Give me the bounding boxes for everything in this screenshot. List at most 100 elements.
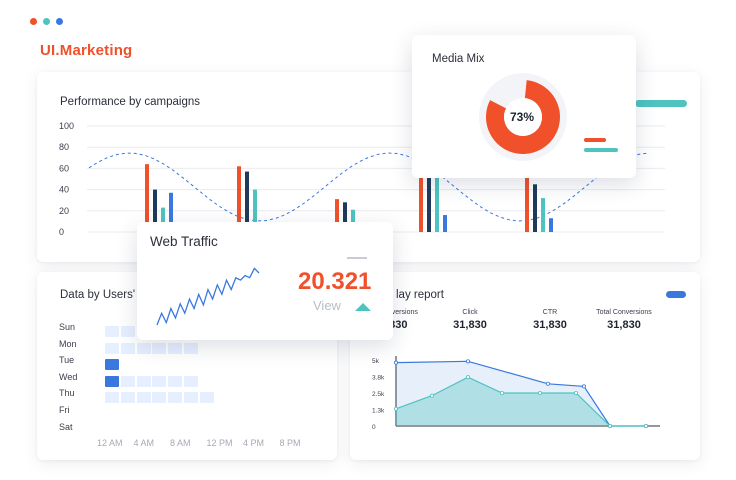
media-donut-chart: 73% xyxy=(479,73,567,161)
heatmap-cell[interactable] xyxy=(136,375,151,387)
legend-line-teal xyxy=(584,148,618,152)
heatmap-cell[interactable] xyxy=(105,326,119,337)
traffic-divider xyxy=(347,257,367,259)
window-dot-blue[interactable] xyxy=(56,18,63,25)
data-point[interactable] xyxy=(643,423,648,428)
sparkline-path xyxy=(156,267,260,326)
heatmap-cell[interactable] xyxy=(120,375,135,387)
data-point[interactable] xyxy=(394,406,399,411)
day-label: Tue xyxy=(59,355,75,366)
media-mix-title: Media Mix xyxy=(432,53,485,65)
metric-label: onversions xyxy=(384,309,418,316)
day-label: Wed xyxy=(59,371,78,382)
display-title: lay report xyxy=(396,289,444,301)
traffic-value: 20.321 xyxy=(298,268,372,295)
bar[interactable] xyxy=(427,171,431,232)
day-label: Thu xyxy=(59,388,75,399)
web-traffic-card[interactable]: Web Traffic 20.321 View xyxy=(137,222,393,340)
heatmap-cell[interactable] xyxy=(152,375,167,387)
bar[interactable] xyxy=(541,198,545,232)
bar[interactable] xyxy=(443,215,447,232)
heatmap-cell[interactable] xyxy=(105,359,119,371)
bar[interactable] xyxy=(549,218,553,232)
teal-series-area xyxy=(396,377,646,426)
donut-percent-label: 73% xyxy=(510,110,534,124)
day-label: Sun xyxy=(59,322,76,332)
users-title: Data by Users' H xyxy=(60,289,147,301)
day-label: Fri xyxy=(59,405,70,415)
bar[interactable] xyxy=(145,164,149,232)
bar[interactable] xyxy=(335,199,339,232)
hour-label: 4 AM xyxy=(133,438,155,448)
heatmap-cell[interactable] xyxy=(120,342,135,354)
bar[interactable] xyxy=(237,166,241,232)
heatmap-cell[interactable] xyxy=(152,392,167,404)
heatmap-cell[interactable] xyxy=(120,326,135,337)
window-dot-teal[interactable] xyxy=(43,18,50,25)
blue-series-area xyxy=(396,361,646,426)
heatmap-cell[interactable] xyxy=(105,392,119,404)
data-point[interactable] xyxy=(607,423,612,428)
data-point[interactable] xyxy=(499,391,504,396)
traffic-sparkline xyxy=(156,267,260,326)
metric-label: CTR xyxy=(542,309,558,316)
legend-line-orange xyxy=(584,138,606,142)
heatmap-cell[interactable] xyxy=(105,342,119,354)
data-point[interactable] xyxy=(573,391,578,396)
heatmap-cell[interactable] xyxy=(184,375,198,387)
heatmap-cell[interactable] xyxy=(136,342,151,354)
bar[interactable] xyxy=(533,184,537,232)
bar[interactable] xyxy=(435,173,439,232)
y-tick-label: 0 xyxy=(372,424,376,431)
display-toggle-pill[interactable] xyxy=(666,291,686,298)
heatmap-cell[interactable] xyxy=(120,392,135,404)
y-tick-label: 20 xyxy=(59,206,69,216)
bar[interactable] xyxy=(419,171,423,232)
heatmap-cell[interactable] xyxy=(168,342,183,354)
heatmap-cell[interactable] xyxy=(168,392,183,404)
y-tick-label: 60 xyxy=(59,163,69,173)
window-controls xyxy=(30,18,63,25)
bar[interactable] xyxy=(525,177,529,232)
hour-label: 8 PM xyxy=(279,438,301,448)
heatmap-cell[interactable] xyxy=(184,342,198,354)
heatmap-cell[interactable] xyxy=(184,392,198,404)
view-link[interactable]: View xyxy=(313,298,341,313)
y-tick-label: 100 xyxy=(59,121,74,131)
donut-slice[interactable] xyxy=(485,80,560,154)
data-point[interactable] xyxy=(430,393,435,398)
bar[interactable] xyxy=(351,209,355,232)
bar[interactable] xyxy=(153,189,157,232)
metric-value: 31,830 xyxy=(533,319,567,331)
heatmap-cell[interactable] xyxy=(105,375,119,387)
data-point[interactable] xyxy=(394,360,399,365)
media-mix-card[interactable]: Media Mix 73% xyxy=(412,35,636,178)
bar[interactable] xyxy=(245,171,249,232)
data-point[interactable] xyxy=(537,391,542,396)
heatmap-cell[interactable] xyxy=(168,375,183,387)
bar[interactable] xyxy=(253,189,257,232)
metric-label: Total Conversions xyxy=(596,309,652,316)
data-point[interactable] xyxy=(581,384,586,389)
heatmap-cell[interactable] xyxy=(136,392,151,404)
metric-value: 31,830 xyxy=(453,319,487,331)
y-tick-label: 80 xyxy=(59,142,69,152)
bar[interactable] xyxy=(161,207,165,232)
data-point[interactable] xyxy=(466,359,471,364)
legend-pill-teal[interactable] xyxy=(635,100,687,107)
bar[interactable] xyxy=(343,202,347,232)
y-tick-label: 2.5k xyxy=(372,391,385,398)
data-point[interactable] xyxy=(545,381,550,386)
heatmap-cell[interactable] xyxy=(199,392,214,404)
window-dot-red[interactable] xyxy=(30,18,37,25)
bar[interactable] xyxy=(169,192,173,232)
web-traffic-title: Web Traffic xyxy=(150,234,218,249)
heatmap-cell[interactable] xyxy=(152,342,167,354)
hour-label: 8 AM xyxy=(170,438,191,448)
data-point[interactable] xyxy=(466,375,471,380)
metric-value: 31,830 xyxy=(607,319,641,331)
trend-line xyxy=(88,152,650,222)
performance-title: Performance by campaigns xyxy=(60,96,200,108)
hour-label: 4 PM xyxy=(243,438,265,448)
